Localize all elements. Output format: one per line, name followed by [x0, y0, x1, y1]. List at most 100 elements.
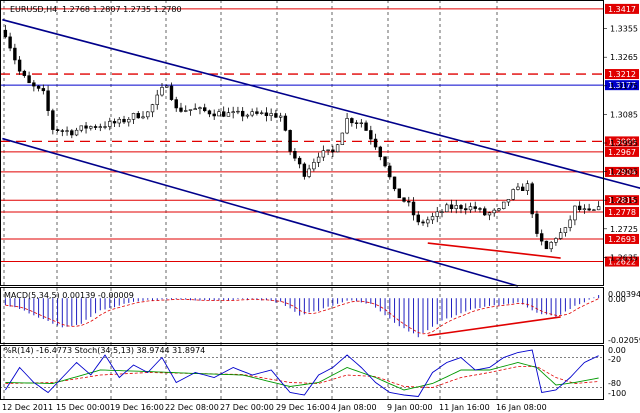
candle-body [511, 189, 515, 200]
candle-body [240, 110, 245, 117]
price-tick-label: 1.2635 [610, 253, 638, 262]
candle-body [378, 146, 383, 158]
candle-body [17, 59, 22, 72]
candle-body [416, 214, 420, 223]
candle-body [103, 126, 107, 128]
candle-body [392, 176, 397, 190]
candle-body [430, 216, 435, 221]
candle-body [502, 201, 506, 209]
time-axis-label: 4 Jan 08:00 [331, 403, 377, 412]
candle-body [506, 199, 511, 203]
symbol-label: EURUSD,H4 [10, 5, 57, 14]
candle-body [112, 121, 117, 124]
stoch-signal-line [5, 366, 599, 388]
time-axis-label: 12 Dec 2011 [2, 403, 53, 412]
osc-scale-bottom: -100 [608, 389, 626, 398]
time-axis-label: 9 Jan 00:00 [387, 403, 433, 412]
candle-body [93, 126, 98, 128]
candle-body [3, 29, 8, 38]
level-tag [605, 80, 639, 91]
candle-body [331, 149, 335, 153]
candle-body [544, 240, 549, 250]
wpr-line [5, 349, 599, 397]
candle-body [573, 205, 577, 221]
level-tag-label: 1.2967 [608, 148, 636, 157]
oscillator-label: %R(14) -16.4773 Stoch(34,5,13) 38.9744 3… [4, 346, 205, 355]
candle-body [592, 209, 596, 211]
candle-body [516, 186, 520, 190]
candle-body [340, 132, 345, 145]
candle-body [307, 168, 311, 177]
level-tag [605, 146, 639, 157]
panel-frame [0, 0, 604, 286]
candle-body [383, 156, 387, 167]
candle-body [131, 113, 136, 120]
macd-scale-top: 0.00394 [608, 290, 640, 299]
panel-frames [0, 0, 604, 400]
level-tag-label: 1.2622 [608, 258, 636, 267]
candle-body [359, 122, 364, 124]
level-tag [605, 233, 639, 244]
candle-body [530, 183, 534, 215]
candle-body [255, 111, 259, 114]
oscillator-panel [0, 349, 604, 397]
channel-lower-line [2, 137, 519, 287]
level-tag [605, 136, 639, 147]
candle-body [350, 118, 354, 124]
candle-body [236, 110, 240, 113]
price-tick-label: 1.2905 [610, 168, 638, 177]
time-axis-label: 19 Dec 16:00 [110, 403, 164, 412]
candle-body [65, 130, 69, 132]
level-tag-label: 1.2778 [608, 208, 636, 217]
candle-body [497, 208, 501, 211]
level-tag-label: 1.3417 [608, 5, 636, 14]
candle-body [74, 129, 79, 136]
candle-body [478, 208, 482, 210]
macd-scale-bottom: -0.02059 [608, 336, 640, 345]
candle-body [27, 75, 31, 84]
candle-body [440, 211, 444, 213]
macd-panel [4, 295, 600, 338]
osc-scale-mid2: -80 [608, 379, 621, 388]
price-tick-label: 1.3355 [610, 25, 638, 34]
macd-scale-zero: 0.00 [608, 295, 626, 304]
level-tag-label: 1.3177 [608, 81, 636, 90]
candle-body [98, 126, 102, 128]
candle-body [122, 118, 126, 123]
candle-body [274, 113, 278, 118]
candle-body [41, 88, 46, 92]
candle-body [221, 111, 226, 117]
candle-body [402, 197, 406, 202]
candle-body [335, 144, 340, 153]
price-tick-label: 1.3265 [610, 53, 638, 62]
candle-body [407, 201, 411, 203]
time-axis-label: 27 Dec 00:00 [220, 403, 274, 412]
level-tag [605, 69, 639, 80]
candle-body [582, 208, 587, 211]
candle-body [259, 112, 264, 114]
candle-body [297, 157, 302, 165]
macd-label: MACD(5,34,5) 0.00139 -0.00009 [4, 291, 134, 300]
candle-body [184, 110, 188, 112]
trend-channel [2, 18, 640, 287]
candle-body [32, 82, 36, 87]
candle-body [454, 205, 458, 210]
candle-body [539, 233, 544, 242]
candle-body [269, 113, 273, 117]
candle-body [596, 206, 601, 211]
candle-body [264, 112, 269, 117]
candle-body [207, 110, 212, 115]
level-tag [605, 195, 639, 206]
candle-body [245, 114, 250, 117]
candle-body [217, 111, 221, 117]
candle-body [483, 208, 487, 216]
candle-body [520, 186, 525, 191]
candle-body [487, 212, 492, 216]
candle-body [558, 232, 563, 239]
candle-body [203, 107, 207, 112]
candle-body [55, 129, 60, 131]
candle-body [312, 162, 316, 170]
candle-body [155, 94, 159, 105]
candle-body [316, 156, 321, 163]
